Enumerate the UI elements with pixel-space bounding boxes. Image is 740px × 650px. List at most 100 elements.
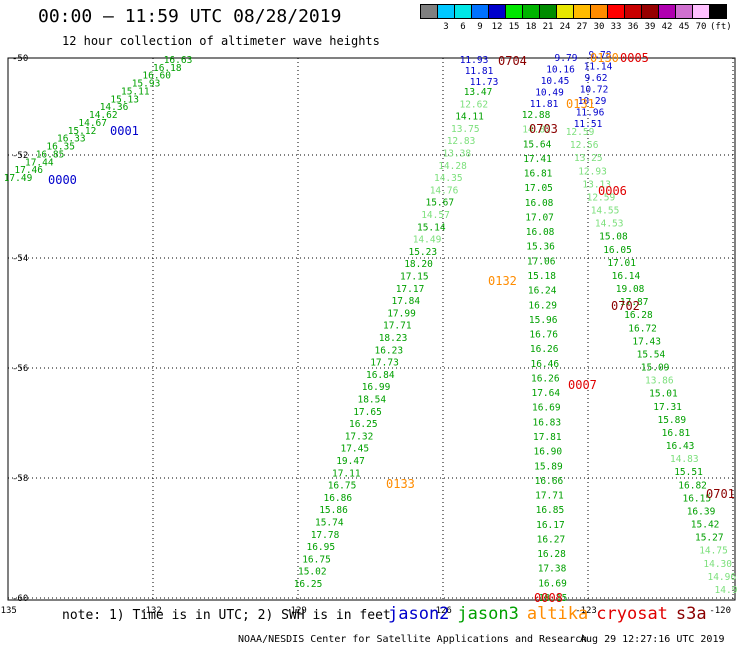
wave-height-value: 15.02 <box>298 567 327 578</box>
color-scale-label: 12 <box>491 22 503 32</box>
wave-height-value: 17.46 <box>14 165 43 176</box>
color-scale-label: 33 <box>610 22 622 32</box>
pass-label: 0007 <box>568 378 597 392</box>
wave-height-value: 19.47 <box>336 456 365 467</box>
wave-height-value: 15.96 <box>529 315 558 326</box>
pass-label: 0701 <box>706 487 735 501</box>
wave-height-value: 18.54 <box>357 395 386 406</box>
wave-height-value: 16.25 <box>294 579 323 590</box>
wave-height-value: 17.65 <box>353 407 382 418</box>
wave-height-value: 16.26 <box>531 374 560 385</box>
wave-height-value: 12.62 <box>459 99 488 110</box>
footer-note: note: 1) Time is in UTC; 2) SWH is in fe… <box>62 608 391 623</box>
wave-height-value: 17.15 <box>400 272 429 283</box>
wave-height-value: 15.36 <box>526 242 555 253</box>
wave-height-value: 17.44 <box>25 157 54 168</box>
wave-height-value: 11.73 <box>470 77 499 88</box>
wave-height-value: 15.01 <box>649 389 678 400</box>
wave-height-value: 14.11 <box>455 112 484 123</box>
latitude-label: -50 <box>12 54 28 64</box>
color-scale-label: 36 <box>627 22 639 32</box>
wave-height-value: 11.51 <box>574 119 603 130</box>
wave-height-value: 13.86 <box>645 376 674 387</box>
wave-height-value: 13.47 <box>464 87 493 98</box>
longitude-label: -135 <box>0 606 17 616</box>
wave-height-value: 14.28 <box>438 161 467 172</box>
satellite-legend-item: jason2 <box>388 604 450 624</box>
wave-height-value: 17.81 <box>533 432 562 443</box>
wave-height-value: 15.64 <box>523 139 552 150</box>
wave-height-value: 16.43 <box>666 441 695 452</box>
wave-height-value: 16.39 <box>687 507 716 518</box>
pass-label: 0702 <box>611 299 640 313</box>
wave-height-value: 12.83 <box>447 136 476 147</box>
wave-height-value: 16.17 <box>536 520 565 531</box>
wave-height-value: 16.33 <box>57 134 86 145</box>
wave-height-value: 14.83 <box>670 454 699 465</box>
wave-height-value: 17.45 <box>340 444 369 455</box>
color-scale-label: 21 <box>542 22 554 32</box>
color-scale-unit: (ft) <box>710 22 732 32</box>
color-scale-label: 18 <box>525 22 537 32</box>
wave-height-value: 18.23 <box>379 333 408 344</box>
color-scale-label: 45 <box>678 22 690 32</box>
wave-height-value: 16.72 <box>628 323 657 334</box>
wave-height-tracks: 16.6316.1816.6015.9315.1115.1314.3614.62… <box>4 50 738 604</box>
pass-label: 0006 <box>598 184 627 198</box>
wave-height-value: 16.69 <box>538 578 567 589</box>
wave-height-value: 17.41 <box>523 154 552 165</box>
wave-height-value: 17.05 <box>524 183 553 194</box>
wave-height-value: 12.88 <box>522 110 551 121</box>
wave-height-value: 16.76 <box>529 330 558 341</box>
wave-height-value: 15.27 <box>695 533 724 544</box>
wave-height-value: 14.67 <box>78 118 107 129</box>
wave-height-value: 16.27 <box>537 535 566 546</box>
wave-height-value: 10.45 <box>541 76 570 87</box>
wave-height-value: 13.13 <box>582 179 611 190</box>
wave-height-value: 13.75 <box>451 124 480 135</box>
wave-height-value: 9.78 <box>589 50 612 61</box>
color-swatch <box>709 4 727 19</box>
longitude-label: -126 <box>430 606 452 616</box>
wave-height-value: 17.71 <box>383 321 412 332</box>
wave-height-value: 16.86 <box>323 493 352 504</box>
wave-height-value: 16.08 <box>525 198 554 209</box>
wave-height-value: 17.31 <box>653 402 682 413</box>
pass-label: 0132 <box>488 274 517 288</box>
wave-height-value: 12.93 <box>578 166 607 177</box>
wave-height-value: 14.9 <box>715 585 738 596</box>
wave-height-value: 14.53 <box>595 219 624 230</box>
wave-height-value: 15.67 <box>425 198 454 209</box>
pass-label: 0000 <box>48 173 77 187</box>
wave-height-value: 10.16 <box>546 65 575 76</box>
wave-height-value: 14.49 <box>413 235 442 246</box>
page-title: 00:00 – 11:59 UTC 08/28/2019 <box>38 6 342 27</box>
wave-height-value: 16.95 <box>306 542 335 553</box>
wave-height-value: 17.43 <box>632 336 661 347</box>
color-scale-label: 9 <box>477 22 483 32</box>
wave-height-value: 16.23 <box>374 345 403 356</box>
latitude-label: -56 <box>12 364 28 374</box>
wave-height-value: 15.08 <box>599 232 628 243</box>
wave-height-value: 17.32 <box>345 431 374 442</box>
wave-height-value: 16.69 <box>532 403 561 414</box>
wave-height-value: 16.60 <box>142 71 171 82</box>
pass-label: 0008 <box>534 591 563 605</box>
wave-height-value: 12.59 <box>566 127 595 138</box>
longitude-label: -120 <box>709 606 731 616</box>
wave-height-value: 11.93 <box>460 55 489 66</box>
pass-label: 0703 <box>529 122 558 136</box>
satellite-legend-item: s3a <box>675 604 707 624</box>
credit-line: NOAA/NESDIS Center for Satellite Applica… <box>238 634 588 645</box>
wave-height-value: 17.73 <box>370 358 399 369</box>
latitude-label: -60 <box>12 594 28 604</box>
color-scale-label: 39 <box>644 22 656 32</box>
satellite-legend-item: jason3 <box>457 604 519 624</box>
color-scale-label: 42 <box>661 22 673 32</box>
wave-height-value: 15.12 <box>68 126 97 137</box>
longitude-label: -132 <box>140 606 162 616</box>
satellite-legend-item: cryosat <box>596 604 668 624</box>
wave-height-value: 13.38 <box>442 149 471 160</box>
wave-height-value: 16.46 <box>530 359 559 370</box>
wave-height-value: 11.14 <box>584 62 613 73</box>
